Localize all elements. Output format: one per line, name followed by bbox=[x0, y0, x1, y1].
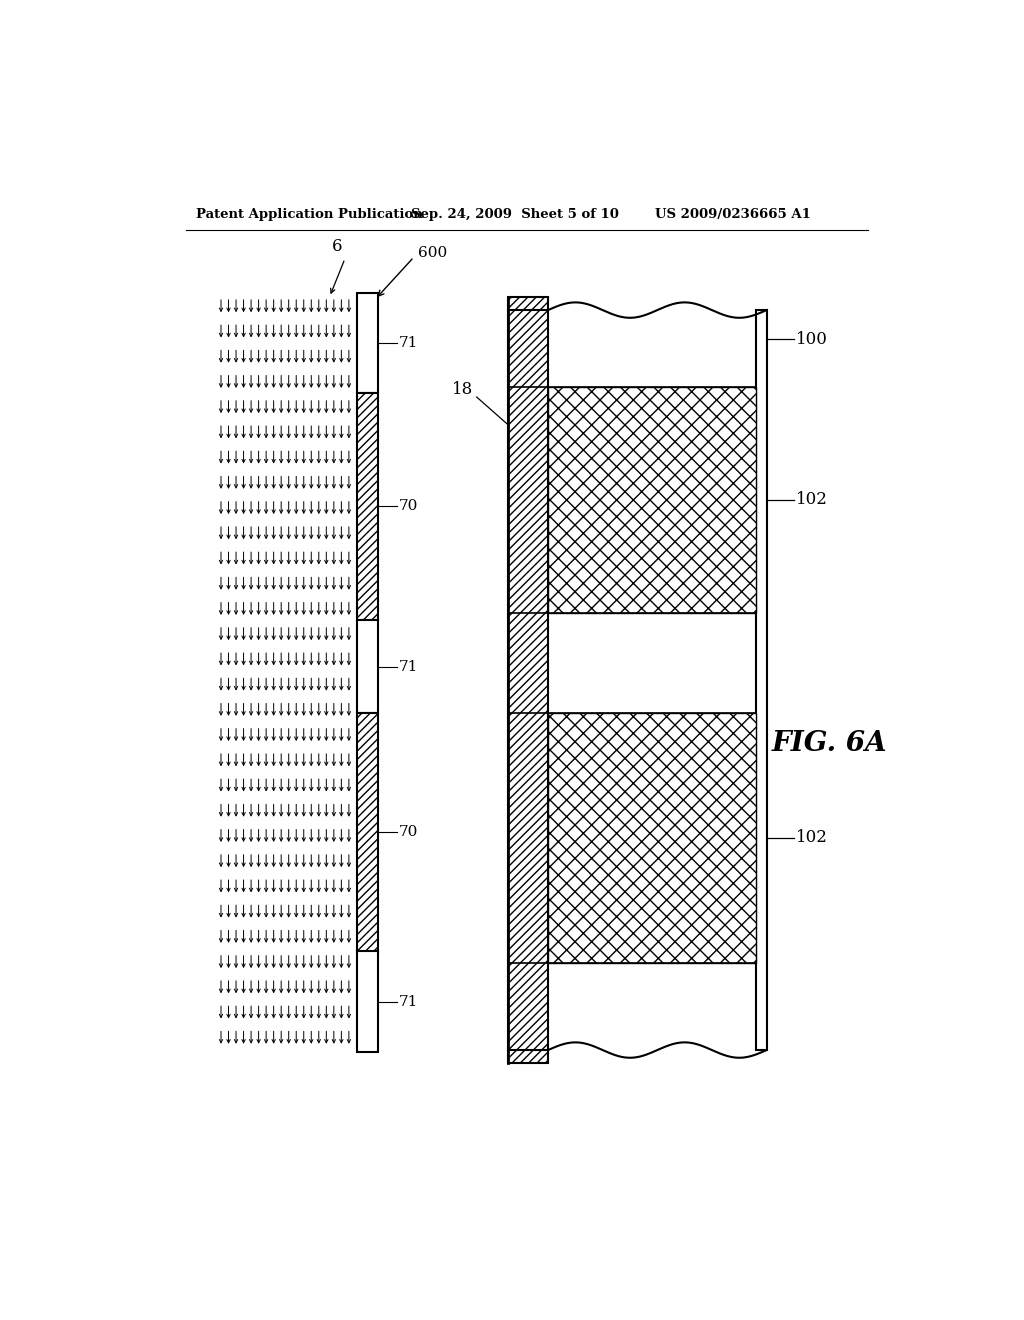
Text: 70: 70 bbox=[399, 825, 419, 840]
Text: 71: 71 bbox=[399, 337, 419, 350]
Bar bbox=[356, 393, 378, 620]
Bar bbox=[548, 964, 756, 1051]
Bar bbox=[356, 952, 378, 1052]
Bar bbox=[548, 310, 756, 387]
Bar bbox=[548, 387, 756, 612]
Text: 71: 71 bbox=[399, 660, 419, 673]
Text: 70: 70 bbox=[399, 499, 419, 513]
Bar bbox=[356, 620, 378, 713]
Bar bbox=[356, 293, 378, 393]
Text: 102: 102 bbox=[796, 829, 828, 846]
Text: 18: 18 bbox=[452, 381, 473, 397]
Text: 600: 600 bbox=[418, 246, 447, 260]
Text: 100: 100 bbox=[796, 331, 828, 348]
Text: 71: 71 bbox=[399, 994, 419, 1008]
Bar bbox=[756, 310, 767, 1051]
Bar bbox=[508, 297, 548, 1063]
Text: 102: 102 bbox=[796, 491, 828, 508]
Text: Patent Application Publication: Patent Application Publication bbox=[197, 209, 423, 222]
Text: 6: 6 bbox=[332, 239, 342, 256]
Text: US 2009/0236665 A1: US 2009/0236665 A1 bbox=[655, 209, 811, 222]
Bar bbox=[548, 612, 756, 713]
Text: FIG. 6A: FIG. 6A bbox=[771, 730, 887, 758]
Bar bbox=[548, 713, 756, 964]
Text: Sep. 24, 2009  Sheet 5 of 10: Sep. 24, 2009 Sheet 5 of 10 bbox=[411, 209, 618, 222]
Bar bbox=[356, 713, 378, 952]
